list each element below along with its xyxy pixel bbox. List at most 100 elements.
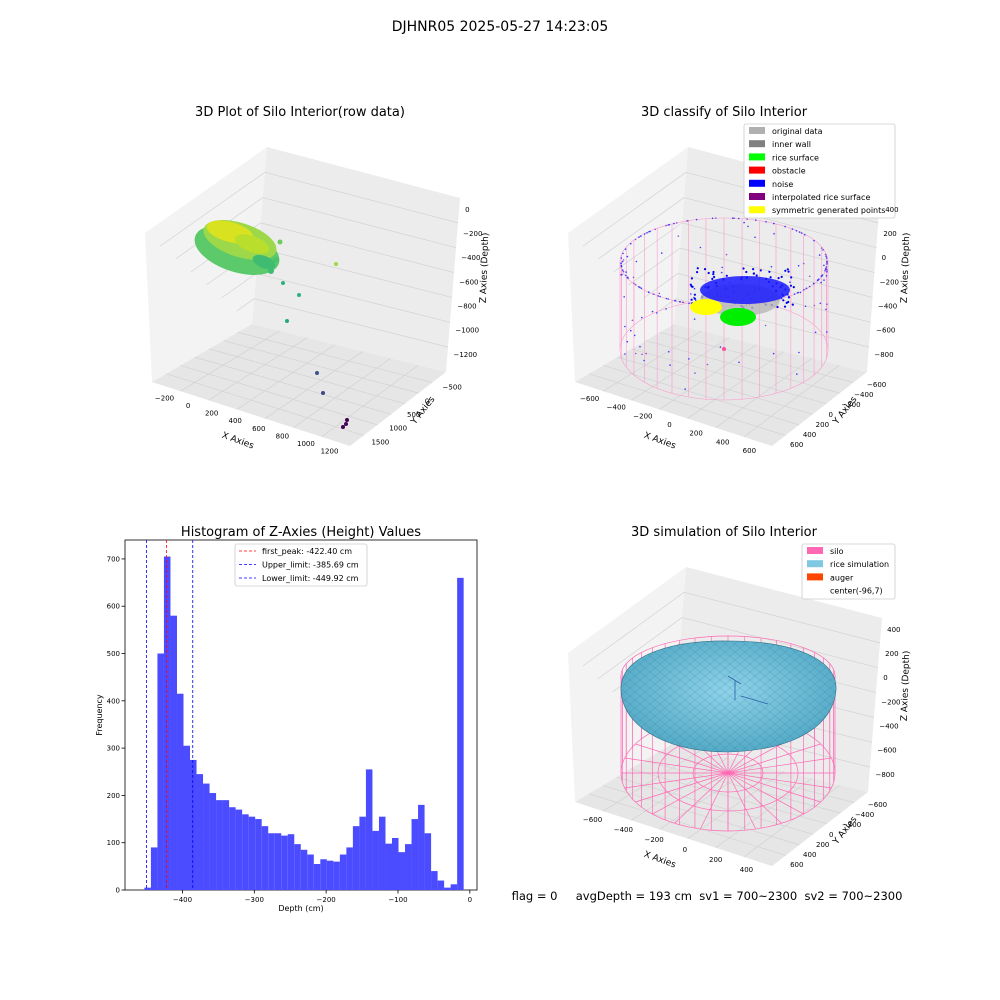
- histogram-bar: [268, 833, 275, 890]
- x-tick-label: −600: [580, 395, 599, 403]
- z-tick-label: −600: [459, 278, 478, 286]
- z-tick-label: −600: [877, 747, 896, 755]
- x-tick-label: 0: [667, 421, 671, 429]
- histogram-bar: [398, 852, 406, 890]
- histogram-bar: [209, 793, 217, 890]
- histogram-bar: [313, 863, 321, 890]
- panel2-legend: original data inner wall rice surface obsta…: [743, 123, 896, 219]
- histogram-bar: [294, 844, 301, 890]
- x-tick-label: 200: [689, 430, 702, 438]
- histogram-bar: [405, 844, 412, 890]
- z-tick-label: −800: [875, 771, 894, 779]
- y-tick-label: 0: [116, 887, 120, 895]
- histogram-bar: [300, 849, 308, 890]
- panel-simulation-3d: 3D simulation of Silo Interior silo rice …: [568, 525, 912, 874]
- legend-swatch: [807, 586, 823, 594]
- x-tick-label: −400: [607, 404, 626, 412]
- histogram-bar: [150, 847, 158, 890]
- chart-title: Histogram of Z-Axies (Height) Values: [181, 525, 421, 540]
- y-tick-label: 400: [803, 431, 816, 439]
- histogram-bar: [157, 653, 164, 890]
- panel1-ticks: −200020040060080010001200−50005001000150…: [155, 206, 483, 456]
- y-tick-label: 0: [829, 831, 833, 839]
- histogram-bar: [248, 816, 256, 890]
- y-tick-label: 200: [816, 841, 829, 849]
- legend-label: Upper_limit: -385.69 cm: [262, 561, 359, 570]
- histogram-bar: [307, 854, 314, 890]
- z-tick-label: −400: [879, 723, 898, 731]
- histogram-bar: [385, 843, 392, 890]
- panel2-points: [620, 217, 828, 390]
- histogram-bar: [183, 745, 191, 890]
- panel2-title: 3D classify of Silo Interior: [641, 105, 808, 120]
- legend-swatch: [749, 127, 765, 134]
- histogram-bar: [255, 819, 262, 890]
- panel2-zlabel: Z Axies (Depth): [900, 233, 912, 304]
- chart-xlabel: Depth (cm): [278, 904, 323, 913]
- y-tick-label: −400: [855, 811, 874, 819]
- histogram-bar: [411, 819, 419, 890]
- x-tick-label: 600: [252, 425, 265, 433]
- histogram-bar: [333, 861, 340, 890]
- legend-swatch: [749, 153, 765, 161]
- histogram-bar: [222, 800, 230, 890]
- x-tick-label: 400: [740, 866, 753, 874]
- z-tick-label: 0: [883, 674, 887, 682]
- x-tick-label: −200: [317, 896, 336, 904]
- histogram-bar: [391, 837, 399, 890]
- legend-label: inner wall: [772, 140, 811, 149]
- y-tick-label: 600: [790, 861, 803, 869]
- legend-label: auger: [830, 573, 854, 582]
- histogram-bar: [281, 835, 288, 890]
- legend-swatch: [749, 179, 765, 187]
- panel2-ticks: −600−400−2000200400600−600−400−200020040…: [580, 206, 899, 455]
- panel1-title: 3D Plot of Silo Interior(row data): [195, 105, 405, 120]
- histogram-bar: [287, 834, 295, 890]
- histogram-bar: [418, 804, 425, 890]
- x-tick-label: 0: [468, 896, 472, 904]
- legend-label: interpolated rice surface: [772, 193, 870, 202]
- histogram-bar: [457, 577, 464, 890]
- z-tick-label: −1000: [455, 327, 479, 335]
- x-tick-label: 400: [229, 417, 242, 425]
- y-tick-label: 0: [425, 397, 429, 405]
- figure-title: DJHNR05 2025-05-27 14:23:05: [392, 19, 609, 35]
- legend-swatch: [807, 573, 823, 581]
- x-tick-label: 600: [743, 447, 756, 455]
- x-tick-label: −200: [644, 836, 663, 844]
- histogram-bar: [431, 871, 438, 890]
- legend-label: rice surface: [772, 153, 819, 162]
- legend-swatch: [807, 547, 823, 554]
- x-tick-label: 800: [276, 432, 289, 440]
- panel4-rice-surface: [620, 640, 837, 753]
- y-tick-label: 0: [829, 411, 833, 419]
- x-tick-label: −200: [633, 412, 652, 420]
- legend-swatch: [749, 140, 765, 148]
- histogram-bar: [235, 809, 243, 890]
- histogram-bar: [320, 859, 327, 890]
- legend-label: first_peak: -422.40 cm: [262, 547, 352, 556]
- histogram-bar: [196, 774, 204, 890]
- legend-label: silo: [830, 547, 844, 556]
- status-text: flag = 0 avgDepth = 193 cm sv1 = 700~230…: [512, 889, 903, 903]
- y-tick-label: 400: [107, 697, 120, 705]
- y-tick-label: −200: [841, 401, 860, 409]
- histogram-bar: [229, 807, 236, 890]
- panel-histogram: Histogram of Z-Axies (Height) Values −40…: [95, 525, 478, 913]
- histogram-bar: [242, 814, 249, 890]
- x-tick-label: 1200: [321, 448, 339, 456]
- x-tick-label: −200: [155, 394, 174, 402]
- legend-swatch: [749, 206, 765, 214]
- panel4-xlabel: X Axies: [642, 850, 677, 871]
- histogram-bar: [326, 860, 334, 890]
- panel4-legend: silo rice simulation auger center(-96,7): [801, 543, 896, 600]
- histogram-bar: [359, 816, 366, 890]
- y-tick-label: 500: [107, 650, 120, 658]
- y-tick-label: 700: [107, 555, 120, 563]
- legend-label: center(-96,7): [830, 587, 883, 596]
- panel4-ylabel: Y Axies: [831, 815, 860, 848]
- z-tick-label: −200: [881, 698, 900, 706]
- x-tick-label: −400: [614, 826, 633, 834]
- x-tick-label: 200: [709, 856, 722, 864]
- panel1-zlabel: Z Axies (Depth): [479, 233, 491, 304]
